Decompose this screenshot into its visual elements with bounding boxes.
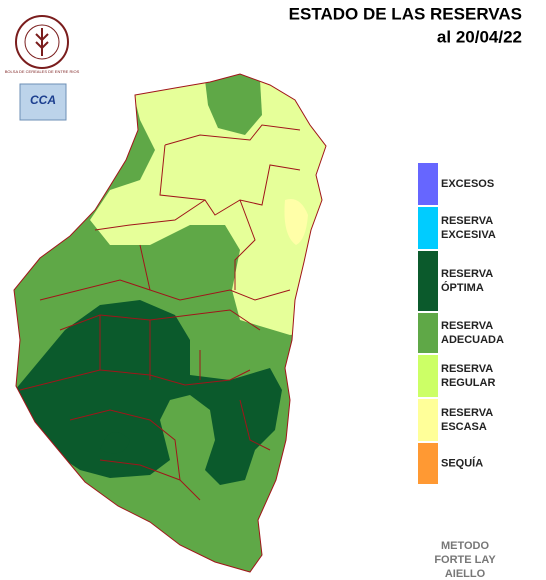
legend-label: EXCESIVA — [441, 229, 496, 241]
legend-label: SEQUÍA — [441, 456, 483, 469]
legend-label: RESERVA — [441, 407, 493, 419]
legend-label: ESCASA — [441, 421, 487, 433]
legend-label: ADECUADA — [441, 334, 504, 346]
legend-swatch — [418, 163, 438, 205]
legend: EXCESOSRESERVAEXCESIVARESERVAÓPTIMARESER… — [418, 163, 504, 484]
method-line: FORTE LAY — [434, 554, 496, 566]
legend-swatch — [418, 207, 438, 249]
legend-label: EXCESOS — [441, 178, 494, 190]
department-borders — [13, 73, 327, 573]
cca-text: CCA — [30, 93, 56, 107]
emblem-text: BOLSA DE CEREALES DE ENTRE RIOS — [5, 69, 80, 74]
legend-label: ÓPTIMA — [441, 281, 484, 294]
legend-swatch — [418, 355, 438, 397]
legend-label: RESERVA — [441, 320, 493, 332]
legend-label: RESERVA — [441, 215, 493, 227]
legend-label: RESERVA — [441, 268, 493, 280]
legend-label: REGULAR — [441, 377, 495, 389]
emblem-logo: BOLSA DE CEREALES DE ENTRE RIOS — [5, 15, 80, 74]
province-map — [14, 74, 326, 572]
method-line: METODO — [441, 540, 490, 552]
cca-logo: CCA — [19, 83, 67, 121]
legend-swatch — [418, 313, 438, 353]
legend-swatch — [418, 399, 438, 441]
legend-label: RESERVA — [441, 363, 493, 375]
map-title: ESTADO DE LAS RESERVAS — [289, 4, 522, 23]
method-note: METODO FORTE LAY AIELLO — [434, 540, 496, 580]
map-date: al 20/04/22 — [437, 27, 522, 46]
legend-swatch — [418, 443, 438, 484]
legend-swatch — [418, 251, 438, 311]
method-line: AIELLO — [445, 568, 486, 580]
